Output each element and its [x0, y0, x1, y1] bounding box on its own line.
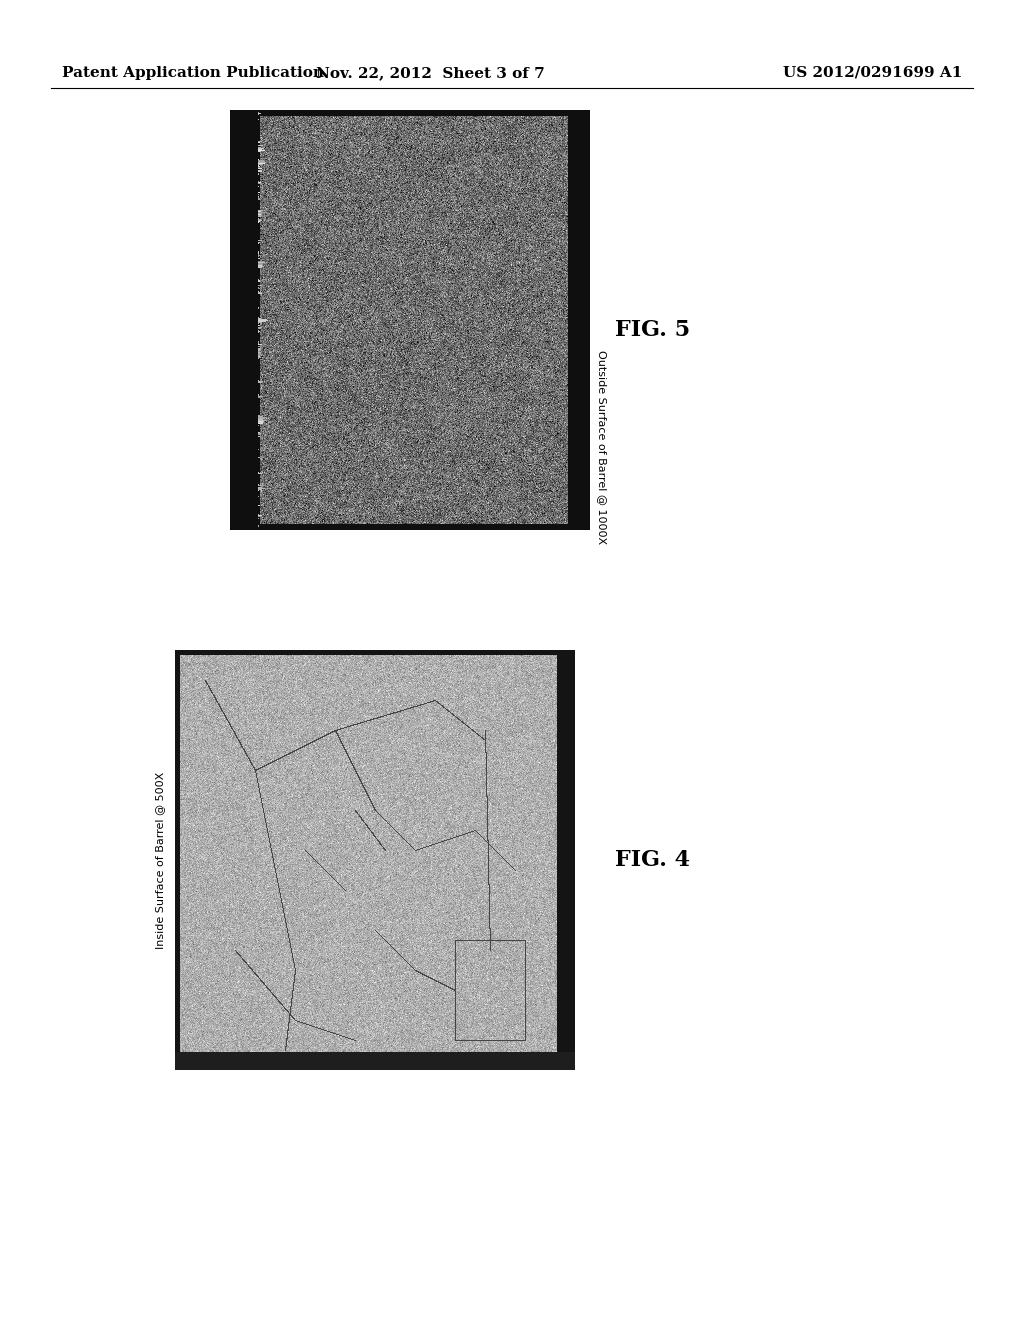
Text: US 2012/0291699 A1: US 2012/0291699 A1: [782, 66, 962, 81]
Text: Patent Application Publication: Patent Application Publication: [62, 66, 324, 81]
Text: FIG. 4: FIG. 4: [615, 849, 690, 871]
Text: Outside Surface of Barrel @ 1000X: Outside Surface of Barrel @ 1000X: [597, 350, 607, 544]
Text: Nov. 22, 2012  Sheet 3 of 7: Nov. 22, 2012 Sheet 3 of 7: [315, 66, 545, 81]
Text: FIG. 5: FIG. 5: [615, 319, 690, 341]
Text: Inside Surface of Barrel @ 500X: Inside Surface of Barrel @ 500X: [155, 771, 165, 949]
